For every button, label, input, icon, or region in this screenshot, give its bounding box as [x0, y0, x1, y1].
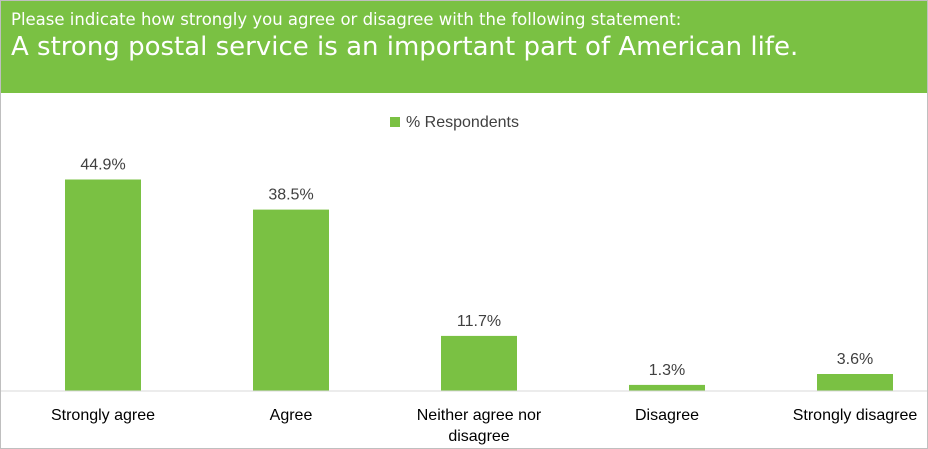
category-label: disagree [448, 428, 509, 445]
bar-value-label: 44.9% [80, 157, 125, 174]
bars-group: 44.9% 38.5% 11.7% 1.3% 3.6% [65, 157, 893, 391]
bar [629, 384, 705, 391]
bar-value-label: 1.3% [649, 362, 685, 379]
category-label: Strongly agree [51, 407, 155, 424]
chart-header: Please indicate how strongly you agree o… [0, 0, 928, 93]
category-label: Neither agree nor [417, 407, 542, 424]
bar [817, 374, 893, 391]
legend-swatch [390, 117, 400, 127]
survey-question: Please indicate how strongly you agree o… [11, 10, 682, 29]
category-labels: Strongly agree Agree Neither agree nor disa… [51, 407, 917, 445]
bar [441, 335, 517, 391]
chart-legend: % Respondents [390, 114, 519, 131]
category-label: Strongly disagree [793, 407, 918, 424]
legend-label: % Respondents [406, 114, 519, 131]
bar [65, 179, 141, 391]
category-label: Agree [270, 407, 313, 424]
bar-value-label: 11.7% [457, 313, 501, 330]
survey-statement: A strong postal service is an important … [11, 32, 799, 62]
bar-chart: % Respondents 44.9% 38.5% 11.7% 1.3% 3.6% St… [0, 114, 928, 445]
bar [253, 209, 329, 391]
bar-value-label: 3.6% [837, 351, 873, 368]
category-label: Disagree [635, 407, 699, 424]
bar-value-label: 38.5% [268, 187, 313, 204]
